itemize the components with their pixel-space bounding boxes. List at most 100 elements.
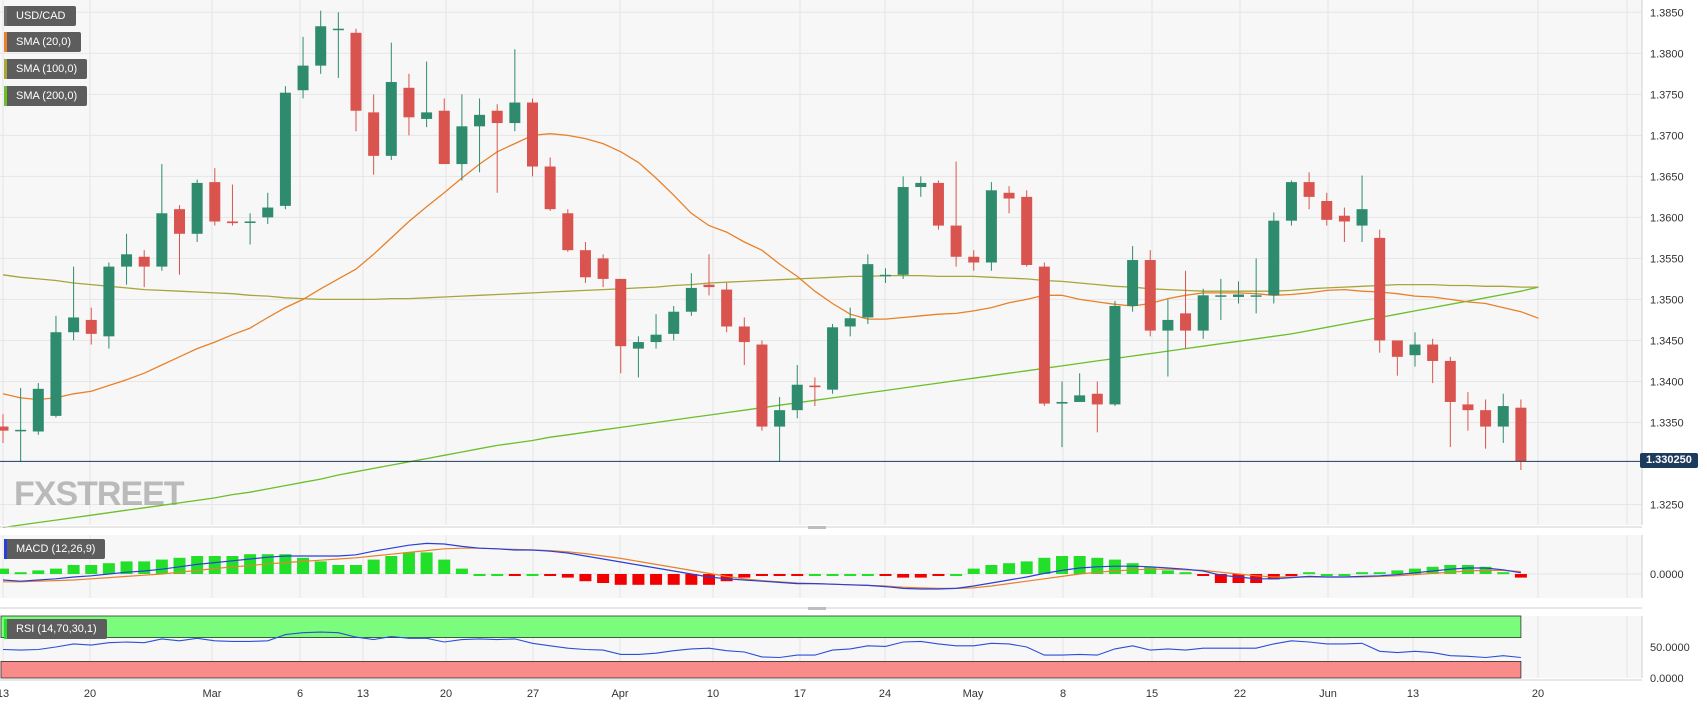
candle-body: [703, 284, 715, 288]
macd-histogram-bar: [208, 556, 221, 574]
macd-histogram-bar: [14, 572, 27, 575]
candle-body: [791, 384, 803, 411]
x-axis-tick-label: 24: [879, 688, 891, 700]
price-axis-tick-label: 1.3800: [1650, 48, 1684, 60]
candle-body: [1180, 313, 1192, 331]
macd-histogram-bar: [738, 574, 751, 578]
candle-body: [1038, 266, 1050, 404]
macd-histogram-bar: [1373, 572, 1386, 575]
candle-body: [138, 256, 150, 267]
legend-macd[interactable]: MACD (12,26,9): [4, 539, 106, 559]
legend-symbol-label: USD/CAD: [16, 10, 66, 22]
sma100-line: [2, 274, 1539, 301]
candle-body: [685, 287, 697, 312]
candle-body: [1285, 182, 1297, 221]
legend-sma200-label: SMA (200,0): [16, 90, 78, 102]
price-plot-area: [0, 0, 1642, 525]
candle-body: [332, 28, 344, 31]
price-axis-tick-label: 1.3850: [1650, 7, 1684, 19]
macd-histogram-bar: [1020, 561, 1033, 574]
current-price-badge: 1.330250: [1640, 453, 1698, 469]
macd-histogram-bar: [279, 554, 292, 574]
candle-body: [1427, 344, 1439, 361]
macd-histogram-bar: [367, 559, 380, 574]
candle-body: [1021, 196, 1033, 265]
price-axis-tick-label: 1.3700: [1650, 130, 1684, 142]
macd-histogram-bar: [1161, 570, 1174, 574]
macd-histogram-bar: [1409, 568, 1421, 574]
watermark-text: FXSTREET: [14, 475, 185, 513]
candle-body: [32, 388, 44, 432]
candle-body: [844, 318, 856, 327]
macd-histogram-bar: [420, 552, 433, 574]
x-axis-tick-label: 22: [1234, 688, 1246, 700]
candle-body: [579, 250, 591, 278]
macd-histogram-bar: [544, 574, 557, 576]
candle-body: [1109, 305, 1121, 405]
macd-histogram-bar: [350, 565, 362, 574]
candle-body: [438, 110, 450, 165]
macd-histogram-bar: [226, 556, 239, 574]
legend-symbol[interactable]: USD/CAD: [4, 6, 76, 26]
macd-histogram-bar: [1338, 574, 1351, 576]
macd-histogram-bar: [1356, 572, 1369, 575]
candle-body: [897, 187, 909, 275]
candle-body: [774, 410, 786, 427]
candle-body: [950, 225, 962, 257]
candle-body: [880, 274, 891, 277]
macd-histogram-bar: [67, 565, 80, 574]
macd-histogram-bar: [597, 574, 610, 583]
candle-body: [1462, 404, 1474, 411]
candle-body: [156, 213, 168, 267]
price-axis-tick-label: 1.3400: [1650, 376, 1684, 388]
candle-body: [368, 112, 380, 156]
candle-body: [1233, 294, 1244, 297]
macd-histogram-bar: [102, 563, 115, 574]
macd-histogram-bar: [1038, 557, 1051, 574]
macd-histogram-bar: [297, 557, 310, 574]
candle-body: [1127, 260, 1139, 306]
candle-body: [385, 82, 397, 156]
price-axis-tick-label: 1.3450: [1650, 335, 1684, 347]
macd-histogram-bar: [1179, 572, 1192, 575]
candle-body: [1250, 295, 1262, 297]
macd-histogram-bar: [314, 561, 327, 574]
candle-body: [1480, 410, 1492, 427]
price-axis-tick-label: 1.3500: [1650, 294, 1684, 306]
price-axis-tick-label: 1.3600: [1650, 212, 1684, 224]
macd-histogram-bar: [985, 565, 998, 574]
legend-sma200[interactable]: SMA (200,0): [4, 86, 88, 106]
x-axis-tick-label: 10: [707, 688, 719, 700]
x-axis-tick-label: Mar: [203, 688, 222, 700]
macd-histogram-bar: [1285, 574, 1298, 576]
macd-histogram-bar: [526, 574, 539, 576]
candle-body: [350, 32, 362, 111]
candle-body: [1409, 344, 1421, 356]
macd-histogram-bar: [773, 574, 786, 576]
candle-body: [1374, 237, 1386, 341]
macd-histogram-bar: [755, 574, 768, 576]
candle-body: [456, 126, 468, 165]
candle-body: [562, 213, 574, 251]
candle-body: [1003, 192, 1015, 199]
candle-body: [968, 256, 980, 263]
macd-histogram-bar: [1497, 572, 1510, 575]
macd-histogram-bar: [967, 568, 980, 574]
macd-histogram-bar: [932, 574, 945, 576]
macd-histogram-bar: [1144, 566, 1157, 574]
legend-sma100[interactable]: SMA (100,0): [4, 59, 88, 79]
macd-histogram-bar: [438, 559, 451, 574]
macd-histogram-bar: [1003, 563, 1016, 574]
candle-body: [650, 334, 662, 343]
legend-sma20[interactable]: SMA (20,0): [4, 32, 82, 52]
candle-body: [421, 112, 433, 119]
price-axis-tick-label: 1.3350: [1650, 417, 1684, 429]
candle-body: [103, 266, 115, 337]
legend-rsi[interactable]: RSI (14,70,30,1): [4, 619, 107, 639]
price-panel: 1.3850 1.3800 1.3750 1.3700 1.3650 1.3600 1.35…: [0, 0, 1684, 529]
macd-histogram-bar: [120, 561, 133, 574]
candle-body: [668, 311, 680, 334]
candle-body: [1303, 182, 1315, 197]
panel-resize-handle: [808, 526, 826, 529]
x-axis-tick-label: 17: [794, 688, 806, 700]
